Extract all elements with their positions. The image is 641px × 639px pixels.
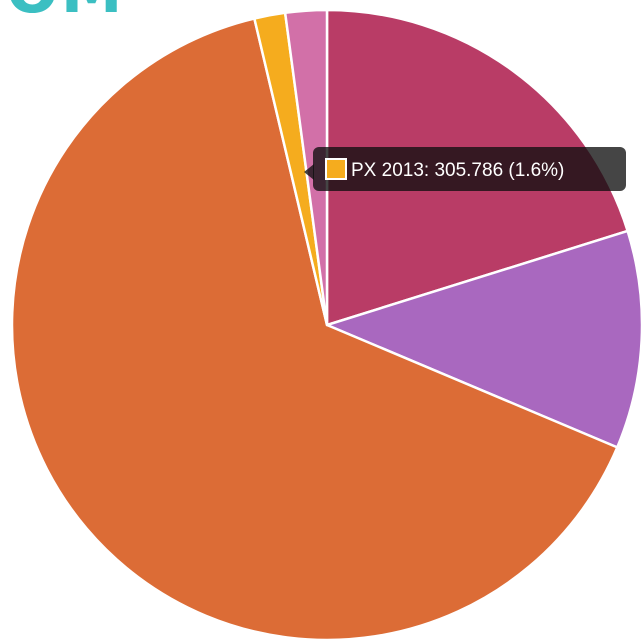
tooltip-swatch [325, 158, 347, 180]
tooltip-pointer [304, 164, 314, 180]
tooltip-box [313, 147, 626, 191]
tooltip-label: PX 2013: 305.786 (1.6%) [351, 160, 564, 181]
pie-slices [10, 8, 641, 639]
tooltip: PX 2013: 305.786 (1.6%) [304, 147, 626, 191]
pie-slice-2[interactable] [325, 229, 641, 449]
pie-slice-5[interactable] [283, 8, 329, 327]
chart-title-fragment: OM [6, 0, 124, 22]
pie-slice-3[interactable] [10, 17, 619, 639]
